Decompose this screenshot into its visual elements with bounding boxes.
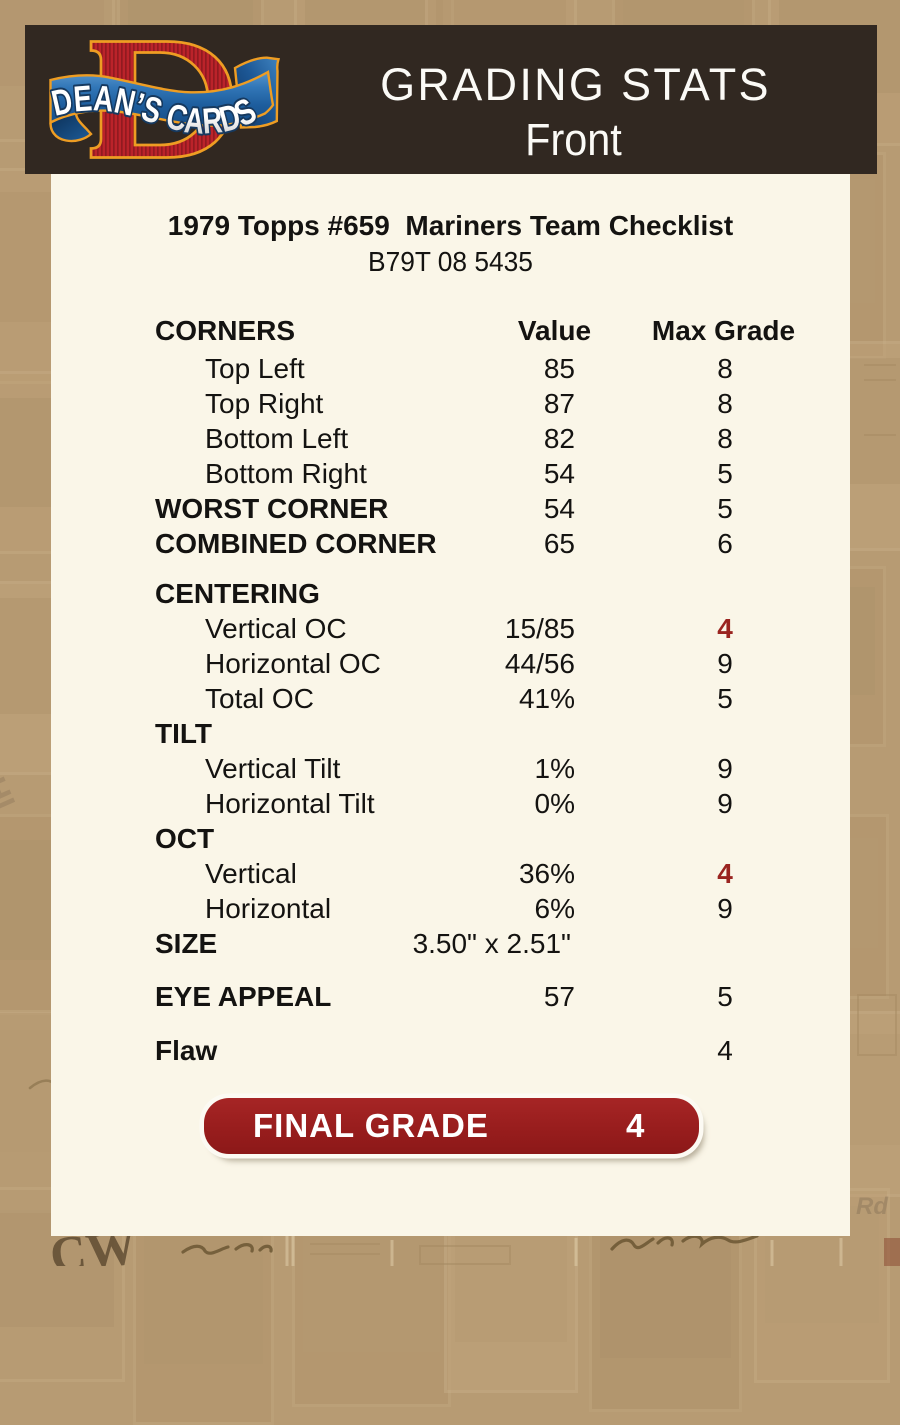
svg-text:CHI: CHI (0, 751, 22, 816)
svg-text:Rd: Rd (856, 1193, 889, 1220)
